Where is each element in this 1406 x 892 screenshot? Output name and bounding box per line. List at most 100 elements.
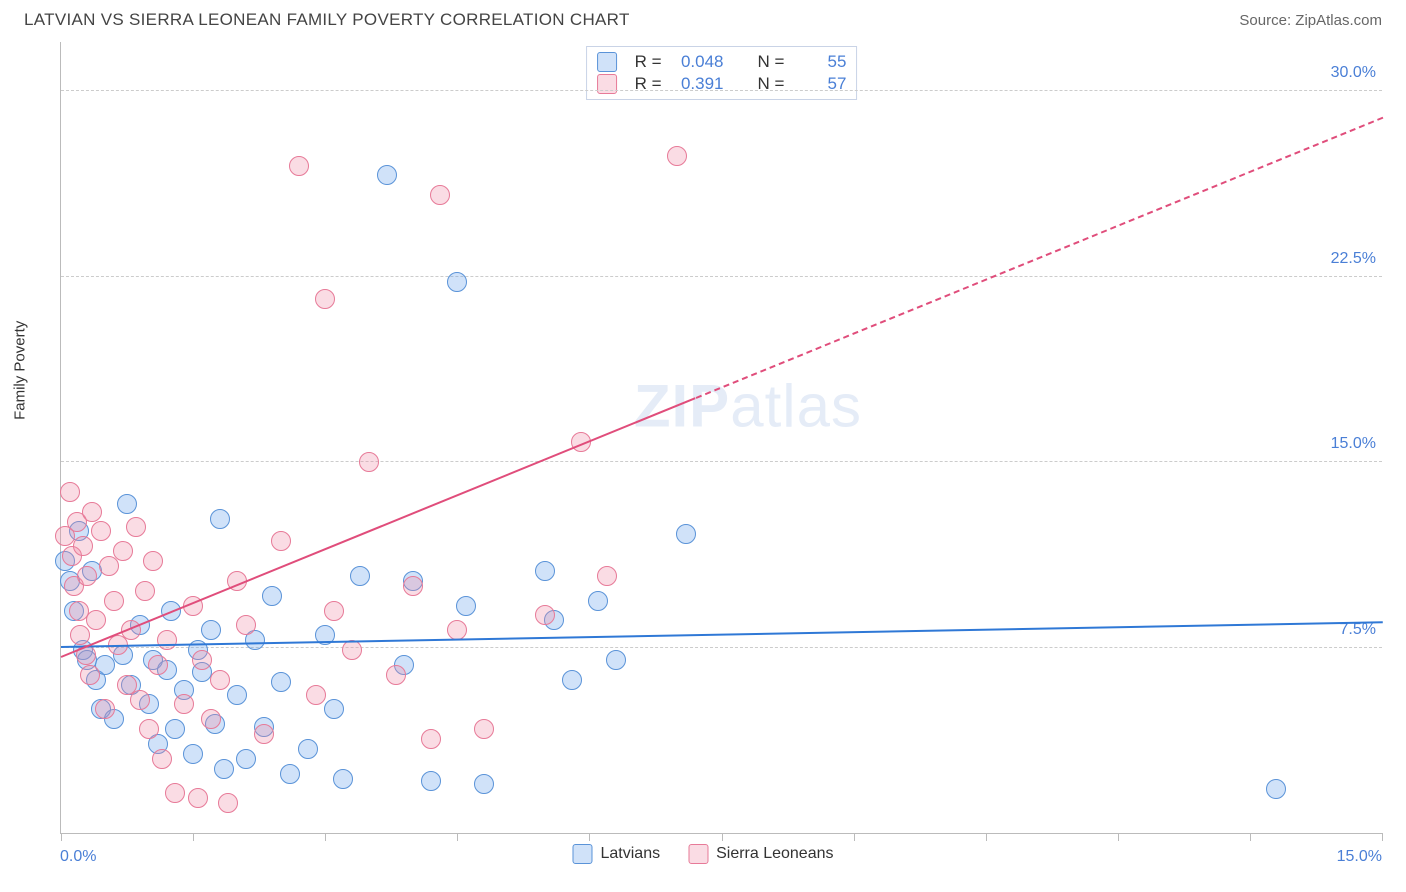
scatter-point: [148, 655, 168, 675]
scatter-point: [218, 793, 238, 813]
scatter-point: [333, 769, 353, 789]
x-tick: [1118, 833, 1119, 841]
scatter-point: [73, 536, 93, 556]
scatter-point: [324, 601, 344, 621]
stats-n-label: N =: [758, 52, 785, 72]
scatter-point: [174, 694, 194, 714]
scatter-point: [403, 576, 423, 596]
x-tick: [589, 833, 590, 841]
scatter-point: [157, 630, 177, 650]
scatter-point: [306, 685, 326, 705]
y-axis-label: Family Poverty: [12, 321, 29, 420]
scatter-point: [562, 670, 582, 690]
scatter-point: [236, 615, 256, 635]
source-name: ZipAtlas.com: [1295, 12, 1382, 29]
y-tick-label: 22.5%: [1331, 250, 1376, 268]
scatter-point: [421, 729, 441, 749]
scatter-point: [152, 749, 172, 769]
scatter-point: [82, 502, 102, 522]
scatter-point: [289, 156, 309, 176]
y-tick-label: 15.0%: [1331, 435, 1376, 453]
scatter-point: [430, 185, 450, 205]
scatter-point: [447, 620, 467, 640]
scatter-point: [447, 272, 467, 292]
scatter-point: [70, 625, 90, 645]
x-tick: [986, 833, 987, 841]
stats-row: R =0.391N =57: [597, 73, 847, 95]
x-tick: [854, 833, 855, 841]
scatter-point: [80, 665, 100, 685]
x-tick: [61, 833, 62, 841]
watermark: ZIPatlas: [634, 371, 862, 440]
scatter-point: [342, 640, 362, 660]
scatter-point: [386, 665, 406, 685]
scatter-point: [280, 764, 300, 784]
x-tick: [193, 833, 194, 841]
x-tick: [722, 833, 723, 841]
scatter-point: [165, 783, 185, 803]
scatter-point: [456, 596, 476, 616]
scatter-point: [474, 774, 494, 794]
scatter-point: [535, 605, 555, 625]
legend: Latvians Sierra Leoneans: [572, 844, 833, 864]
scatter-point: [117, 494, 137, 514]
scatter-point: [91, 521, 111, 541]
scatter-point: [113, 541, 133, 561]
scatter-point: [271, 672, 291, 692]
scatter-point: [86, 610, 106, 630]
gridline: [61, 461, 1382, 462]
scatter-point: [597, 566, 617, 586]
legend-label: Latvians: [600, 845, 660, 862]
scatter-point: [201, 709, 221, 729]
scatter-point: [183, 744, 203, 764]
scatter-point: [350, 566, 370, 586]
scatter-point: [201, 620, 221, 640]
scatter-point: [236, 749, 256, 769]
source-attribution: Source: ZipAtlas.com: [1239, 12, 1382, 29]
scatter-point: [104, 591, 124, 611]
legend-swatch: [572, 844, 592, 864]
scatter-point: [474, 719, 494, 739]
scatter-point: [1266, 779, 1286, 799]
scatter-point: [130, 690, 150, 710]
scatter-point: [298, 739, 318, 759]
chart-title: LATVIAN VS SIERRA LEONEAN FAMILY POVERTY…: [24, 10, 630, 30]
scatter-point: [588, 591, 608, 611]
scatter-point: [214, 759, 234, 779]
scatter-point: [324, 699, 344, 719]
scatter-point: [77, 566, 97, 586]
x-tick: [1382, 833, 1383, 841]
scatter-point: [188, 788, 208, 808]
legend-item: Sierra Leoneans: [688, 844, 833, 864]
scatter-point: [421, 771, 441, 791]
scatter-point: [210, 509, 230, 529]
scatter-point: [254, 724, 274, 744]
scatter-point: [315, 289, 335, 309]
x-tick: [325, 833, 326, 841]
x-tick: [1250, 833, 1251, 841]
scatter-point: [535, 561, 555, 581]
scatter-point: [271, 531, 291, 551]
x-axis-end-label: 15.0%: [1337, 848, 1382, 866]
x-axis-start-label: 0.0%: [60, 848, 96, 866]
scatter-point: [135, 581, 155, 601]
trend-line: [695, 116, 1383, 398]
stats-r-label: R =: [635, 52, 662, 72]
scatter-point: [126, 517, 146, 537]
stats-legend-box: R =0.048N =55R =0.391N =57: [586, 46, 858, 100]
scatter-point: [377, 165, 397, 185]
trend-line: [61, 397, 696, 658]
legend-swatch: [688, 844, 708, 864]
gridline: [61, 90, 1382, 91]
scatter-point: [192, 650, 212, 670]
scatter-point: [676, 524, 696, 544]
legend-label: Sierra Leoneans: [716, 845, 833, 862]
scatter-point: [139, 719, 159, 739]
y-tick-label: 30.0%: [1331, 64, 1376, 82]
legend-item: Latvians: [572, 844, 660, 864]
chart-header: LATVIAN VS SIERRA LEONEAN FAMILY POVERTY…: [0, 0, 1406, 38]
scatter-point: [210, 670, 230, 690]
stats-row: R =0.048N =55: [597, 51, 847, 73]
scatter-point: [95, 699, 115, 719]
scatter-point: [227, 685, 247, 705]
